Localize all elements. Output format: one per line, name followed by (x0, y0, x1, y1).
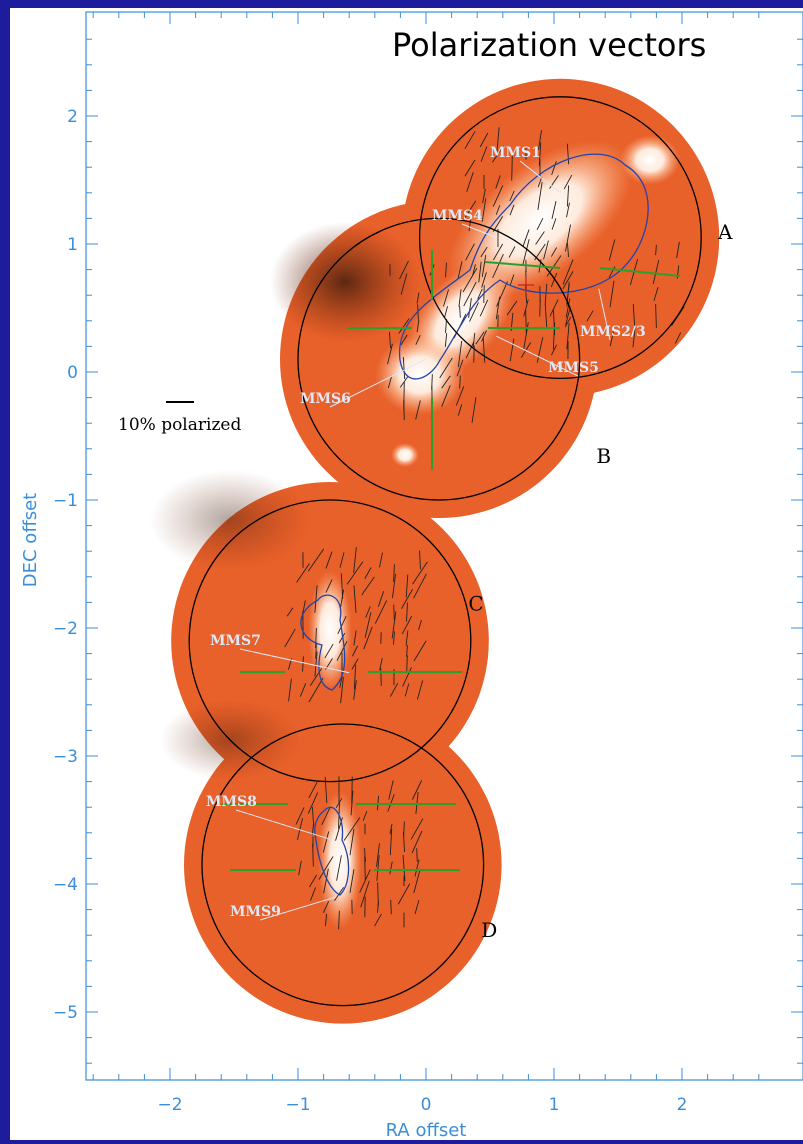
source-label: MMS2/3 (580, 324, 646, 340)
y-tick-label: 2 (67, 107, 78, 127)
polarization-vector (404, 400, 405, 420)
field-label-a: A (717, 220, 733, 244)
dark-emission-region (150, 470, 310, 570)
polarization-vector (417, 848, 418, 862)
polarization-vector (381, 668, 382, 686)
y-tick-label: −2 (53, 619, 78, 639)
polarization-vector (407, 655, 408, 672)
dark-emission-region (270, 222, 420, 342)
x-tick-label: 2 (677, 1095, 688, 1115)
x-tick-label: −2 (157, 1095, 182, 1115)
source-label: MMS6 (300, 391, 351, 407)
source-label: MMS8 (206, 794, 257, 810)
y-axis-label: DEC offset (20, 493, 41, 587)
polarization-vector (540, 299, 541, 316)
x-tick-label: 0 (421, 1095, 432, 1115)
source-label: MMS4 (432, 208, 483, 224)
y-tick-label: 1 (67, 235, 78, 255)
x-tick-label: 1 (549, 1095, 560, 1115)
source-label: MMS5 (548, 360, 599, 376)
field-label-b: B (596, 444, 611, 468)
scale-bar-label: 10% polarized (118, 415, 241, 435)
field-label-c: C (468, 591, 483, 615)
bright-emission-region (391, 443, 419, 467)
y-tick-label: 0 (67, 363, 78, 383)
source-label: MMS9 (230, 904, 281, 920)
field-label-d: D (481, 918, 497, 942)
bright-emission-region (620, 135, 680, 185)
slide-title: Polarization vectors (392, 26, 706, 64)
source-label: MMS1 (490, 145, 541, 161)
x-tick-label: −1 (285, 1095, 310, 1115)
polarization-vector (394, 605, 395, 620)
y-tick-label: −5 (53, 1003, 78, 1023)
y-tick-label: −1 (53, 491, 78, 511)
polarization-vector (365, 857, 366, 880)
source-label: MMS7 (210, 633, 261, 649)
y-tick-label: −3 (53, 747, 78, 767)
x-axis-label: RA offset (386, 1120, 467, 1140)
y-tick-label: −4 (53, 875, 78, 895)
